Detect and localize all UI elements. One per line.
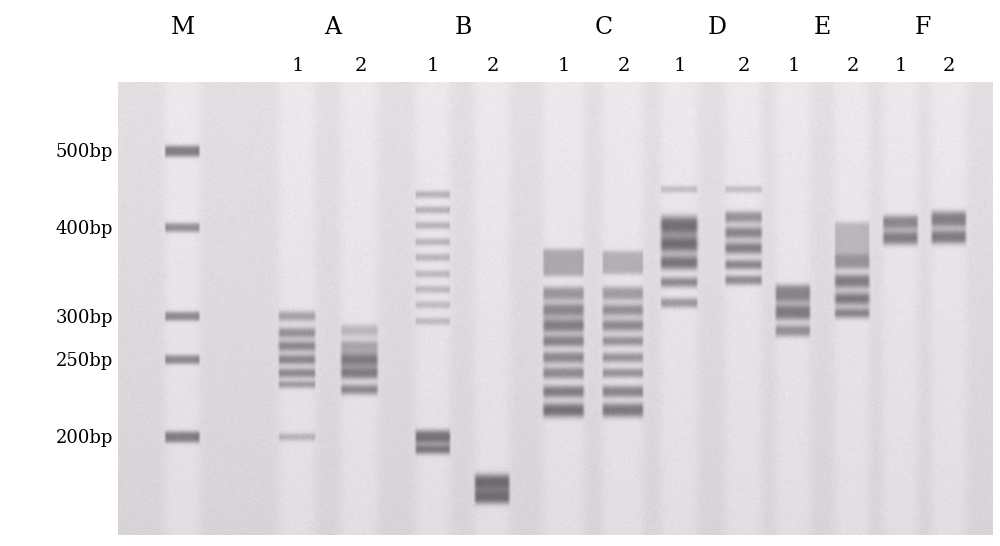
Text: 1: 1	[895, 57, 907, 74]
Text: 400bp: 400bp	[56, 220, 113, 238]
Text: 2: 2	[737, 57, 750, 74]
Text: 2: 2	[847, 57, 859, 74]
Text: 1: 1	[674, 57, 686, 74]
Text: 2: 2	[486, 57, 499, 74]
Text: 1: 1	[291, 57, 304, 74]
Text: B: B	[455, 16, 472, 39]
Text: 2: 2	[354, 57, 367, 74]
Text: 1: 1	[787, 57, 800, 74]
Text: 2: 2	[618, 57, 630, 74]
Text: 1: 1	[427, 57, 439, 74]
Text: D: D	[708, 16, 727, 39]
Text: 500bp: 500bp	[56, 143, 113, 161]
Text: 250bp: 250bp	[56, 352, 113, 370]
Text: A: A	[324, 16, 341, 39]
Text: C: C	[595, 16, 613, 39]
Text: 300bp: 300bp	[55, 308, 113, 327]
Text: 1: 1	[558, 57, 570, 74]
Text: M: M	[171, 16, 195, 39]
Text: E: E	[814, 16, 831, 39]
Text: 200bp: 200bp	[56, 429, 113, 447]
Text: F: F	[915, 16, 931, 39]
Text: 2: 2	[943, 57, 955, 74]
